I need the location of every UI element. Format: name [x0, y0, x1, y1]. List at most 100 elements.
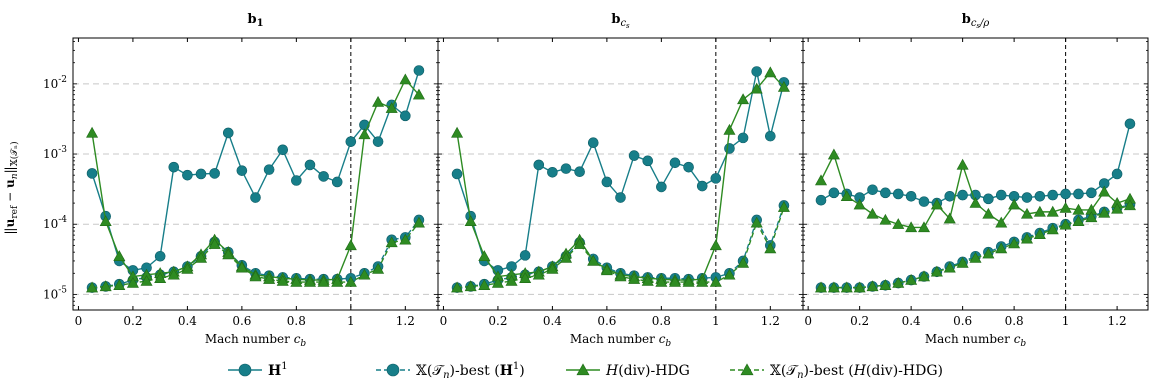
x-tick-label: 1: [1062, 314, 1070, 328]
y-tick-label: 10-3: [43, 145, 67, 161]
data-point: [724, 125, 735, 135]
series-3: [452, 67, 790, 284]
data-point: [182, 170, 192, 180]
x-axis-label: Mach number cb: [570, 332, 672, 349]
data-point: [893, 189, 903, 199]
legend-marker: [387, 364, 399, 376]
data-point: [752, 66, 762, 76]
data-point: [1086, 188, 1096, 198]
legend-item: 𝕏(𝒯n)-best (H(div)-HDG): [730, 363, 943, 381]
data-point: [346, 137, 356, 147]
data-point: [816, 195, 826, 205]
x-tick-label: 0.6: [232, 314, 251, 328]
data-point: [970, 198, 981, 208]
data-point: [816, 175, 827, 185]
data-point: [602, 177, 612, 187]
data-point: [278, 145, 288, 155]
data-point: [196, 169, 206, 179]
data-point: [724, 143, 734, 153]
data-point: [643, 156, 653, 166]
data-point: [711, 173, 721, 183]
data-point: [616, 193, 626, 203]
x-tick-label: 0.4: [543, 314, 562, 328]
data-point: [373, 137, 383, 147]
data-point: [867, 208, 878, 218]
series-1: [87, 65, 424, 275]
x-tick-label: 0: [440, 314, 448, 328]
data-point: [414, 65, 424, 75]
legend: H1 𝕏(𝒯n)-best (H1) H(div)-HDG 𝕏(𝒯n)-best (H…: [228, 361, 943, 381]
y-tick-label: 10-5: [43, 285, 67, 301]
data-point: [1060, 203, 1071, 213]
data-point: [305, 160, 315, 170]
data-point: [547, 167, 557, 177]
data-point: [534, 160, 544, 170]
data-point: [319, 171, 329, 181]
data-point: [656, 182, 666, 192]
x-axis-label: Mach number cb: [925, 332, 1027, 349]
x-tick-label: 0.2: [123, 314, 142, 328]
data-point: [87, 127, 98, 137]
data-point: [1048, 190, 1058, 200]
data-point: [829, 188, 839, 198]
legend-label: 𝕏(𝒯n)-best (H(div)-HDG): [770, 363, 943, 381]
x-tick-label: 0: [804, 314, 812, 328]
x-tick-label: 1: [347, 314, 355, 328]
data-point: [1035, 191, 1045, 201]
x-tick-label: 0.6: [597, 314, 616, 328]
data-point: [765, 131, 775, 141]
x-tick-label: 0.6: [953, 314, 972, 328]
data-point: [400, 74, 411, 84]
x-tick-label: 0.4: [178, 314, 197, 328]
y-axis-label: ‖uref − un‖𝕏(𝒯ₙ): [3, 141, 20, 234]
data-point: [87, 168, 97, 178]
series-line: [92, 70, 419, 270]
data-point: [697, 181, 707, 191]
x-tick-label: 1: [712, 314, 720, 328]
legend-marker: [239, 364, 251, 376]
legend-item: H(div)-HDG: [566, 363, 690, 379]
y-tick-label: 10-2: [43, 75, 67, 91]
x-tick-label: 0.2: [850, 314, 869, 328]
data-point: [251, 193, 261, 203]
x-tick-label: 0.8: [1005, 314, 1024, 328]
x-axis-label: Mach number cb: [205, 332, 307, 349]
data-point: [561, 164, 571, 174]
y-tick-label: 10-4: [43, 215, 67, 231]
x-tick-label: 0.4: [902, 314, 921, 328]
data-point: [880, 188, 890, 198]
data-point: [1099, 186, 1110, 196]
data-point: [169, 162, 179, 172]
plot-frame: [803, 38, 1148, 310]
data-point: [264, 165, 274, 175]
data-point: [479, 251, 490, 261]
data-point: [452, 169, 462, 179]
data-point: [919, 197, 929, 207]
panel-3: 0 0.2 0.4 0.6 0.8 1 1.2 bcs/ρ Mach number cb: [803, 12, 1148, 349]
data-point: [738, 133, 748, 143]
series-3: [87, 74, 425, 284]
data-point: [575, 167, 585, 177]
data-point: [945, 191, 955, 201]
data-point: [332, 177, 342, 187]
panel-title: bcs: [611, 12, 630, 30]
data-point: [210, 168, 220, 178]
data-point: [520, 250, 530, 260]
data-point: [765, 67, 776, 77]
data-point: [996, 217, 1007, 227]
data-point: [155, 251, 165, 261]
legend-label: 𝕏(𝒯n)-best (H1): [416, 361, 525, 381]
data-point: [373, 97, 384, 107]
data-point: [114, 251, 125, 261]
data-point: [958, 190, 968, 200]
data-point: [1009, 199, 1020, 209]
series-line: [821, 205, 1130, 288]
legend-label: H(div)-HDG: [605, 363, 690, 379]
series-line: [457, 73, 784, 281]
data-point: [237, 166, 247, 176]
panel-title: bcs/ρ: [962, 12, 990, 30]
data-point: [629, 151, 639, 161]
data-point: [738, 94, 749, 104]
data-point: [906, 191, 916, 201]
